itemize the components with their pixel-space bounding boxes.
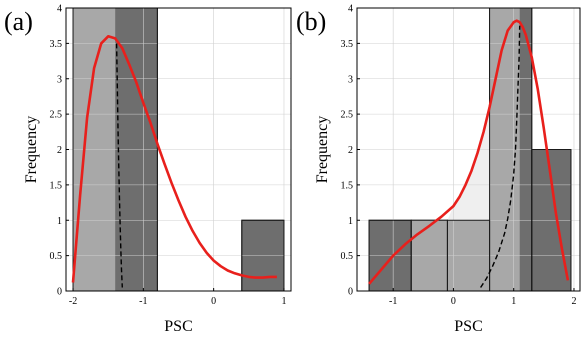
- y-tick-label-6: 2.5: [50, 110, 63, 121]
- y-axis-label: Frequency: [23, 116, 40, 184]
- x-tick-label-1: -1: [389, 296, 397, 307]
- y-tick-label-8: 3.5: [50, 39, 63, 50]
- y-tick-label-4: 1.5: [50, 180, 63, 191]
- x-tick-label-2: -1: [139, 296, 147, 307]
- y-tick-label-3: 1: [57, 216, 62, 227]
- x-tick-label-4: 1: [281, 296, 286, 307]
- y-tick-label-9: 4: [57, 4, 62, 15]
- dashed-curve: [480, 25, 521, 288]
- y-tick-label-2: 0.5: [341, 251, 354, 262]
- x-tick-label-3: 1: [511, 296, 516, 307]
- y-tick-label-4: 1.5: [341, 180, 354, 191]
- x-axis-label: PSC: [454, 318, 482, 335]
- y-axis-label: Frequency: [314, 116, 331, 184]
- y-tick-label-2: 0.5: [50, 251, 63, 262]
- y-tick-label-8: 3.5: [341, 39, 354, 50]
- panel-label: (b): [296, 7, 326, 36]
- fit-curve: [71, 35, 277, 283]
- y-tick-label-5: 2: [57, 145, 62, 156]
- x-tick-label-2: 0: [451, 296, 456, 307]
- x-axis-label: PSC: [164, 318, 192, 335]
- chart-panel-a: -2 -1 0 1 0 0.5 1 1.5 2 2.5 3 3.5 4 PSC Frequency (a): [4, 4, 292, 335]
- chart-panel-b: -1 0 1 2 0 0.5 1 1.5 2 2.5 3 3.5 4 PSC Frequency (b): [296, 4, 581, 335]
- y-tick-label-5: 2: [348, 145, 353, 156]
- x-tick-label-3: 0: [211, 296, 216, 307]
- fit-curve: [368, 19, 570, 285]
- y-tick-label-7: 3: [57, 74, 62, 85]
- x-tick-label-1: -2: [69, 296, 77, 307]
- dashed-curve: [115, 43, 123, 288]
- y-tick-label-9: 4: [348, 4, 353, 15]
- light-shaded-patch: [447, 107, 490, 221]
- panel-label: (a): [4, 7, 33, 36]
- y-tick-label-6: 2.5: [341, 110, 354, 121]
- y-tick-label-1: 0: [348, 287, 353, 298]
- y-tick-label-7: 3: [348, 74, 353, 85]
- y-tick-label-1: 0: [57, 287, 62, 298]
- x-tick-label-4: 2: [571, 296, 576, 307]
- y-tick-label-3: 1: [348, 216, 353, 227]
